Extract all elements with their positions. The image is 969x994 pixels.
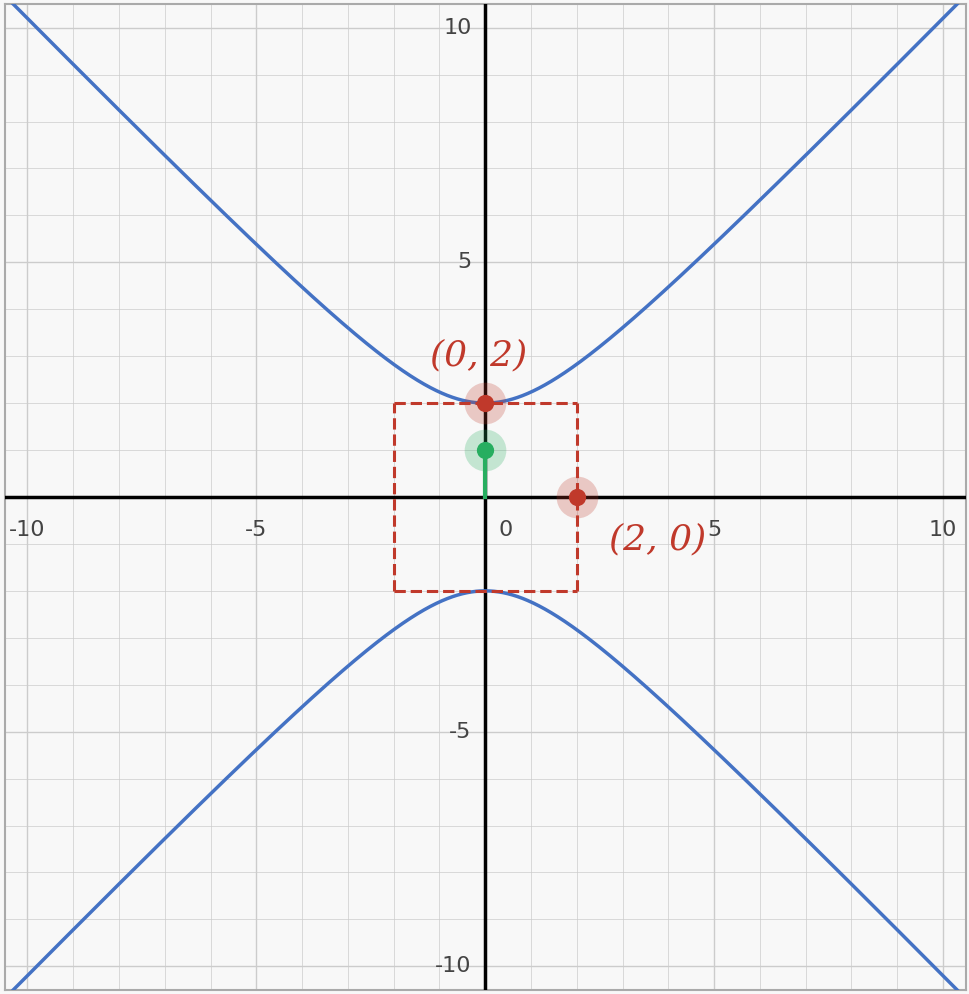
Text: 10: 10	[927, 521, 956, 541]
Text: 0: 0	[498, 521, 513, 541]
Point	[477, 442, 492, 458]
Text: -5: -5	[245, 521, 267, 541]
Point	[569, 489, 584, 505]
Text: (0, 2): (0, 2)	[429, 339, 526, 373]
Text: 10: 10	[443, 18, 471, 38]
Text: (2, 0): (2, 0)	[609, 523, 705, 557]
Point	[569, 489, 584, 505]
Text: -5: -5	[449, 722, 471, 742]
Point	[477, 442, 492, 458]
Point	[477, 396, 492, 412]
Point	[477, 396, 492, 412]
Text: 5: 5	[706, 521, 720, 541]
Text: -10: -10	[434, 956, 471, 976]
Text: -10: -10	[9, 521, 46, 541]
Text: 5: 5	[456, 252, 471, 272]
